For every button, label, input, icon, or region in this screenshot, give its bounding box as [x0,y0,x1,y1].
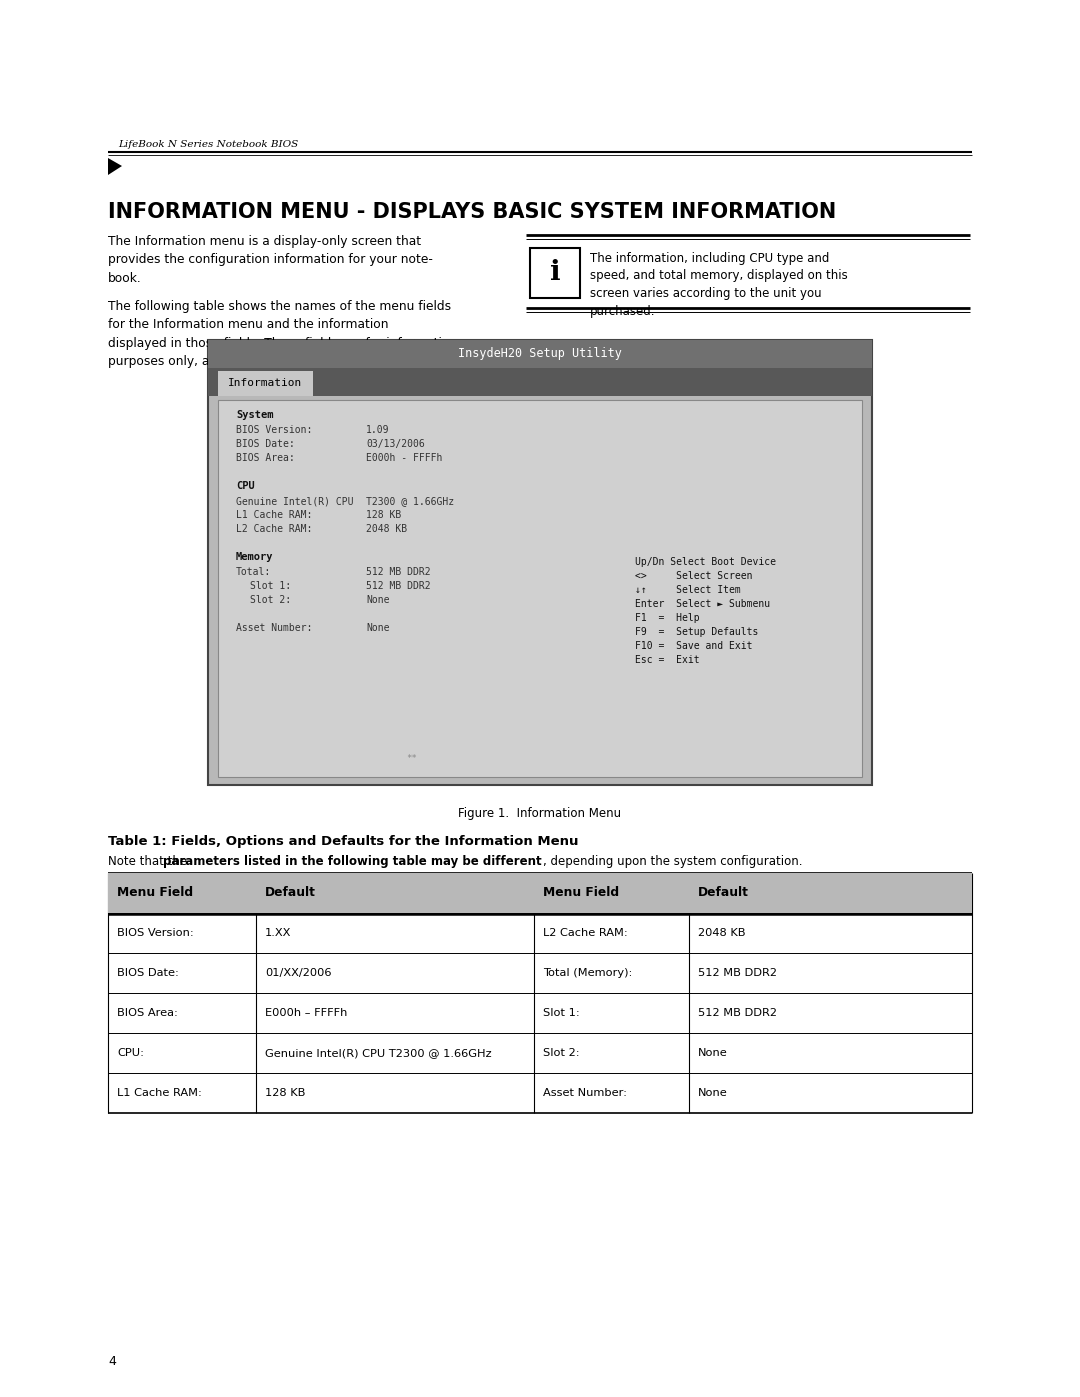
Bar [208,367,872,395]
Text: L2 Cache RAM:: L2 Cache RAM: [543,928,627,937]
Text: Asset Number:: Asset Number: [237,623,312,633]
Text: BIOS Area:: BIOS Area: [117,1009,178,1018]
Text: Total (Memory):: Total (Memory): [543,968,633,978]
Text: 2048 KB: 2048 KB [698,928,745,937]
Text: Slot 2:: Slot 2: [249,595,292,605]
Text: , depending upon the system configuration.: , depending upon the system configuratio… [543,855,802,868]
Text: INFORMATION MENU - DISPLAYS BASIC SYSTEM INFORMATION: INFORMATION MENU - DISPLAYS BASIC SYSTEM… [108,203,836,222]
Text: Genuine Intel(R) CPU: Genuine Intel(R) CPU [237,496,353,506]
Text: Genuine Intel(R) CPU T2300 @ 1.66GHz: Genuine Intel(R) CPU T2300 @ 1.66GHz [265,1048,491,1058]
Text: 1.XX: 1.XX [265,928,292,937]
Text: Esc =  Exit: Esc = Exit [635,655,700,665]
Text: InsydeH20 Setup Utility: InsydeH20 Setup Utility [458,348,622,360]
Text: 512 MB DDR2: 512 MB DDR2 [366,581,431,591]
Text: Asset Number:: Asset Number: [543,1088,627,1098]
Text: Slot 1:: Slot 1: [249,581,292,591]
Text: Default: Default [265,887,315,900]
Text: 4: 4 [108,1355,116,1368]
Text: 01/XX/2006: 01/XX/2006 [265,968,332,978]
Text: F10 =  Save and Exit: F10 = Save and Exit [635,641,753,651]
Text: Up/Dn Select Boot Device: Up/Dn Select Boot Device [635,557,777,567]
Text: F9  =  Setup Defaults: F9 = Setup Defaults [635,627,758,637]
Text: CPU:: CPU: [117,1048,144,1058]
Text: Table 1: Fields, Options and Defaults for the Information Menu: Table 1: Fields, Options and Defaults fo… [108,835,579,848]
Text: 128 KB: 128 KB [366,510,402,520]
Text: ↓↑     Select Item: ↓↑ Select Item [635,585,741,595]
Text: 03/13/2006: 03/13/2006 [366,439,424,448]
Text: 512 MB DDR2: 512 MB DDR2 [698,1009,777,1018]
Text: 1.09: 1.09 [366,425,390,434]
Text: LifeBook N Series Notebook BIOS: LifeBook N Series Notebook BIOS [118,140,298,149]
Text: BIOS Date:: BIOS Date: [237,439,295,448]
Text: T2300 @ 1.66GHz: T2300 @ 1.66GHz [366,496,454,506]
Text: 2048 KB: 2048 KB [366,524,407,534]
Text: 512 MB DDR2: 512 MB DDR2 [698,968,777,978]
Text: The information, including CPU type and
speed, and total memory, displayed on th: The information, including CPU type and … [590,251,848,317]
Text: None: None [698,1088,728,1098]
Bar [218,372,313,395]
Text: parameters listed in the following table may be different: parameters listed in the following table… [163,855,542,868]
Text: Enter  Select ► Submenu: Enter Select ► Submenu [635,599,770,609]
Text: L1 Cache RAM:: L1 Cache RAM: [117,1088,202,1098]
Text: 512 MB DDR2: 512 MB DDR2 [366,567,431,577]
Text: Slot 2:: Slot 2: [543,1048,580,1058]
Text: None: None [366,623,390,633]
Text: The following table shows the names of the menu fields
for the Information menu : The following table shows the names of t… [108,300,457,369]
Bar [218,400,862,777]
Bar [108,873,972,914]
Bar [208,339,872,785]
Text: Menu Field: Menu Field [543,887,619,900]
Text: Total:: Total: [237,567,271,577]
Text: Menu Field: Menu Field [117,887,193,900]
Text: Note that the: Note that the [108,855,191,868]
Text: Memory: Memory [237,552,273,562]
Text: CPU: CPU [237,481,255,490]
Text: Default: Default [698,887,748,900]
Text: None: None [366,595,390,605]
Text: E000h – FFFFh: E000h – FFFFh [265,1009,348,1018]
Text: E000h - FFFFh: E000h - FFFFh [366,453,443,462]
Text: Information: Information [228,379,302,388]
Text: Figure 1.  Information Menu: Figure 1. Information Menu [458,807,622,820]
Text: BIOS Date:: BIOS Date: [117,968,179,978]
Text: BIOS Version:: BIOS Version: [117,928,193,937]
Text: 128 KB: 128 KB [265,1088,306,1098]
Text: <>     Select Screen: <> Select Screen [635,571,753,581]
Bar [530,249,580,298]
Text: BIOS Version:: BIOS Version: [237,425,312,434]
Text: F1  =  Help: F1 = Help [635,613,700,623]
Text: Slot 1:: Slot 1: [543,1009,580,1018]
Text: System: System [237,409,273,420]
Text: L1 Cache RAM:: L1 Cache RAM: [237,510,312,520]
Text: i: i [550,260,561,286]
Text: L2 Cache RAM:: L2 Cache RAM: [237,524,312,534]
Bar [208,339,872,367]
Text: **: ** [406,754,417,763]
Text: BIOS Area:: BIOS Area: [237,453,295,462]
Text: None: None [698,1048,728,1058]
Text: The Information menu is a display-only screen that
provides the configuration in: The Information menu is a display-only s… [108,235,433,285]
Polygon shape [108,158,122,175]
